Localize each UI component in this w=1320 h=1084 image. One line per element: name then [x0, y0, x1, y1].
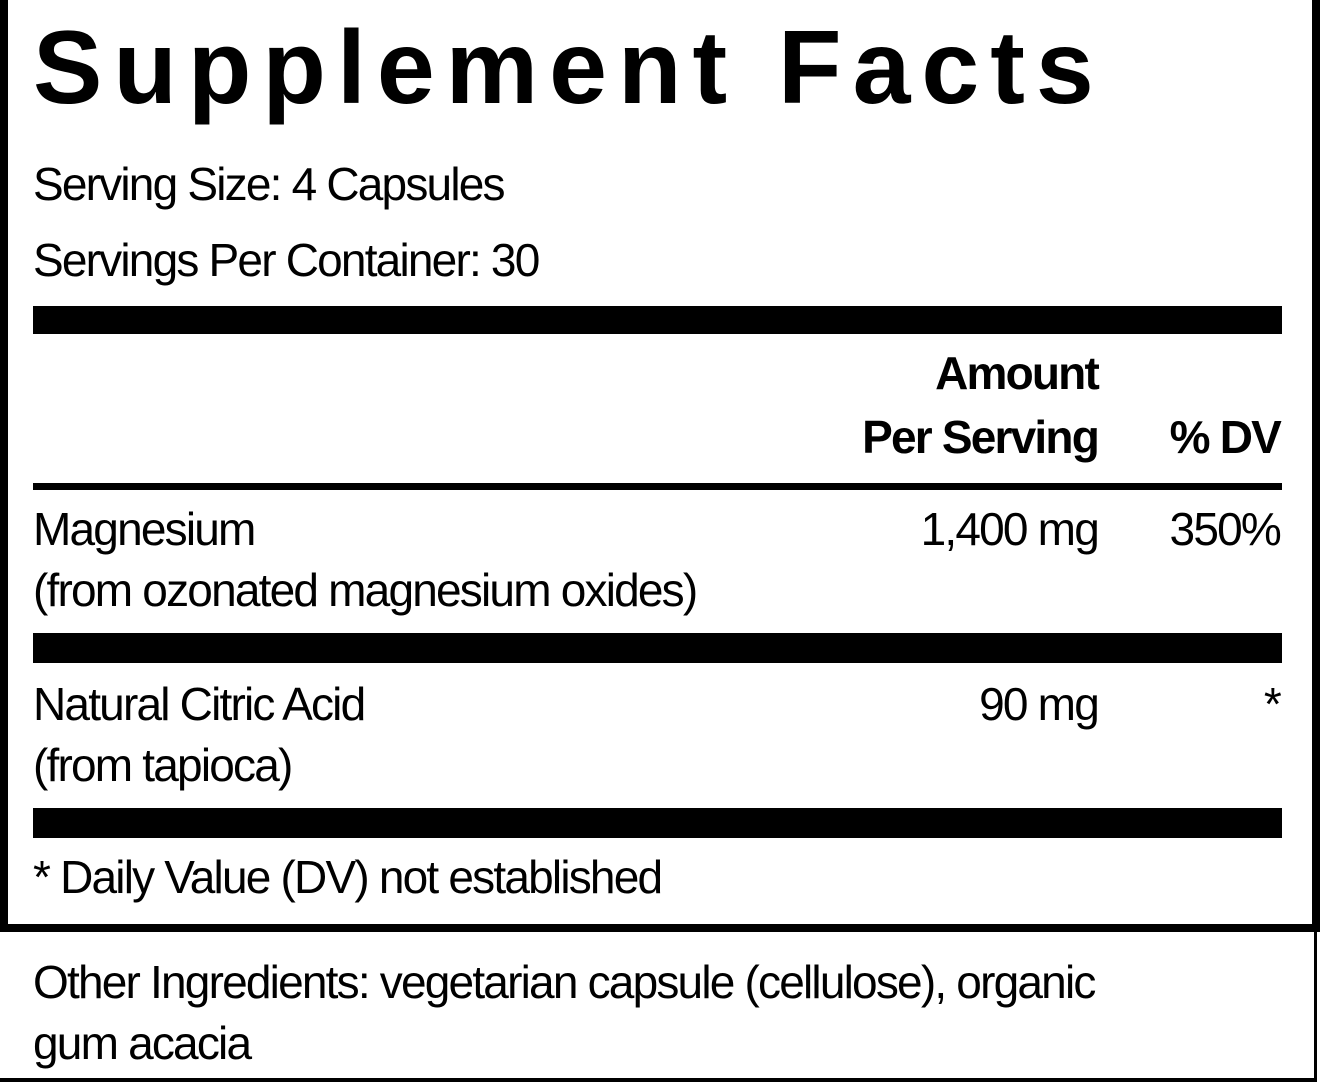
nutrient-source: (from ozonated magnesium oxides) — [33, 564, 698, 616]
header-divider — [33, 483, 1282, 490]
nutrient-dv: * — [1263, 678, 1282, 730]
row-divider — [33, 633, 1282, 663]
nutrient-name: Magnesium — [33, 503, 256, 555]
other-ingredients-line2: gum acacia — [33, 1017, 252, 1069]
nutrient-amount: 90 mg — [979, 678, 1100, 730]
nutrient-amount: 1,400 mg — [920, 503, 1100, 555]
panel-title: Supplement Facts — [33, 10, 1105, 126]
serving-size: Serving Size: 4 Capsules — [33, 158, 506, 210]
nutrient-name: Natural Citric Acid — [33, 678, 366, 730]
nutrient-dv: 350% — [1169, 503, 1282, 555]
other-ingredients-line1: Other Ingredients: vegetarian capsule (c… — [33, 956, 1096, 1008]
thick-divider — [33, 306, 1282, 334]
nutrient-source: (from tapioca) — [33, 739, 293, 791]
supplement-facts-panel — [0, 0, 1320, 932]
servings-per-container: Servings Per Container: 30 — [33, 234, 540, 286]
row-divider — [33, 808, 1282, 838]
other-ingredients-section — [0, 932, 1317, 1082]
dv-header: % DV — [1169, 411, 1282, 463]
amount-header-line1: Amount — [935, 347, 1100, 399]
amount-header-line2: Per Serving — [862, 411, 1100, 463]
footnote: * Daily Value (DV) not established — [33, 851, 663, 903]
